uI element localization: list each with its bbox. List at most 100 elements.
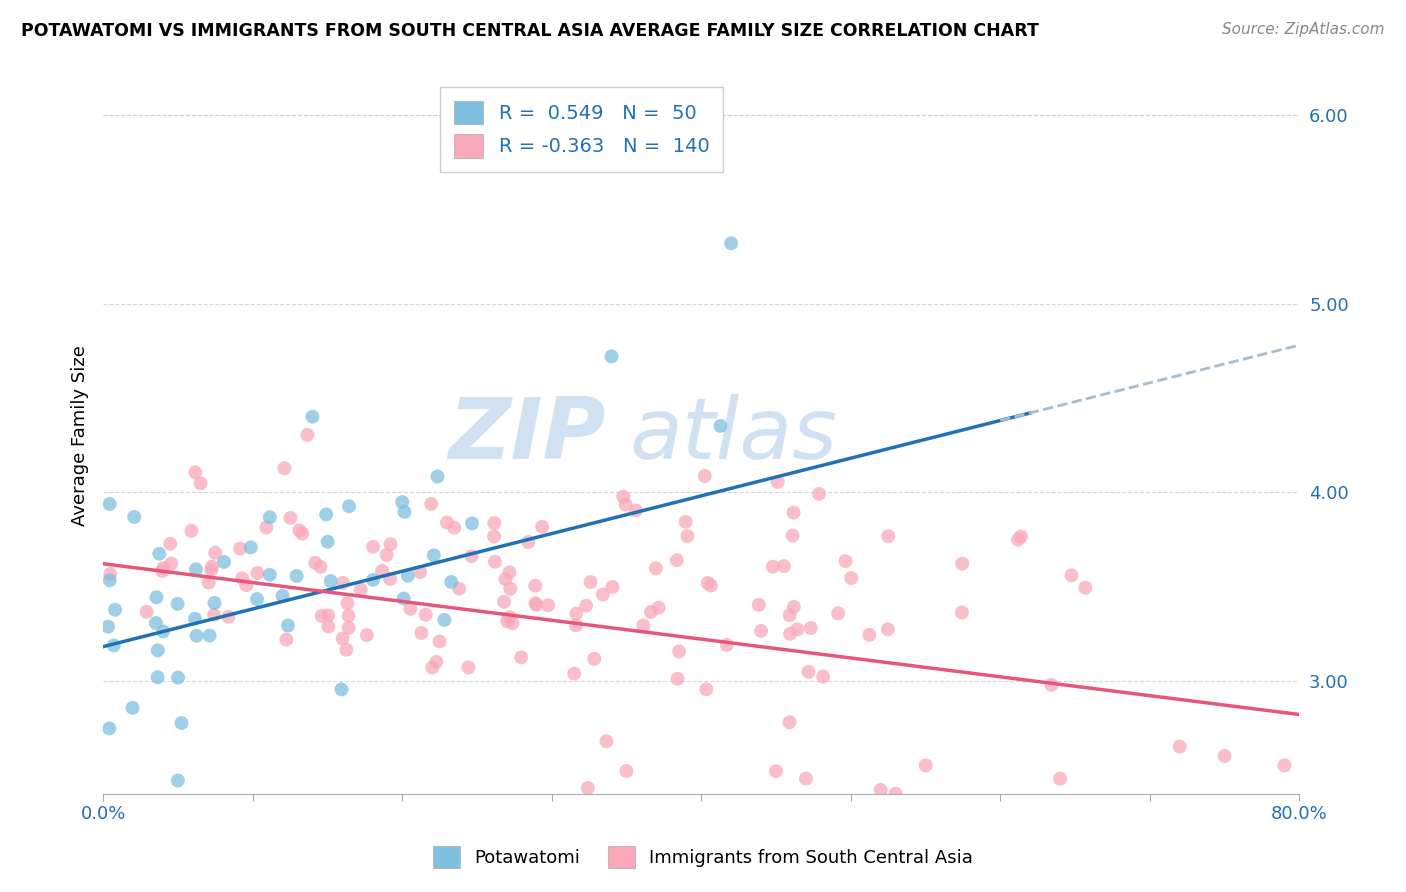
Point xyxy=(524,598,547,612)
Point xyxy=(429,634,451,648)
Point xyxy=(98,497,121,511)
Point xyxy=(235,578,257,592)
Point xyxy=(666,672,689,686)
Point xyxy=(1060,568,1083,582)
Text: Source: ZipAtlas.com: Source: ZipAtlas.com xyxy=(1222,22,1385,37)
Point xyxy=(531,520,554,534)
Point xyxy=(273,461,295,475)
Point xyxy=(749,624,772,638)
Point xyxy=(184,562,207,576)
Point xyxy=(103,639,125,653)
Point xyxy=(720,236,742,251)
Point xyxy=(839,571,862,585)
Point xyxy=(877,529,900,543)
Point xyxy=(709,419,731,434)
Point xyxy=(1074,581,1097,595)
Point xyxy=(592,588,614,602)
Point xyxy=(716,638,738,652)
Point xyxy=(502,616,524,631)
Point xyxy=(537,599,560,613)
Point xyxy=(858,628,880,642)
Point xyxy=(332,575,354,590)
Point xyxy=(371,564,394,578)
Point xyxy=(1040,678,1063,692)
Point xyxy=(616,764,638,778)
Point xyxy=(336,596,359,610)
Point xyxy=(782,528,804,542)
Point xyxy=(579,575,602,590)
Point xyxy=(285,569,308,583)
Point xyxy=(665,553,688,567)
Point xyxy=(783,599,806,614)
Point xyxy=(316,608,339,623)
Point xyxy=(779,715,801,730)
Point xyxy=(950,606,973,620)
Point xyxy=(198,629,221,643)
Point xyxy=(170,716,193,731)
Point xyxy=(218,610,240,624)
Point xyxy=(565,618,588,632)
Point xyxy=(337,500,360,514)
Point xyxy=(394,505,416,519)
Point xyxy=(146,670,169,684)
Point xyxy=(420,497,443,511)
Point xyxy=(204,596,226,610)
Point xyxy=(121,701,143,715)
Point xyxy=(440,574,463,589)
Point xyxy=(288,524,311,538)
Point xyxy=(595,734,617,748)
Point xyxy=(337,621,360,635)
Point xyxy=(423,549,446,563)
Point xyxy=(510,650,533,665)
Point xyxy=(254,520,277,534)
Point xyxy=(159,537,181,551)
Point xyxy=(184,612,207,626)
Point xyxy=(765,764,787,778)
Point xyxy=(443,521,465,535)
Point xyxy=(200,563,222,577)
Point xyxy=(184,465,207,479)
Point xyxy=(700,578,723,592)
Point xyxy=(436,516,458,530)
Point xyxy=(420,660,443,674)
Point xyxy=(246,592,269,607)
Point xyxy=(482,529,505,543)
Point xyxy=(695,682,717,697)
Point xyxy=(212,555,235,569)
Point xyxy=(562,666,585,681)
Point xyxy=(375,548,398,562)
Point xyxy=(773,559,796,574)
Point xyxy=(259,567,281,582)
Point xyxy=(318,619,340,633)
Point xyxy=(197,575,219,590)
Point xyxy=(152,561,174,575)
Point xyxy=(167,671,190,685)
Point xyxy=(496,614,519,628)
Text: atlas: atlas xyxy=(630,394,838,477)
Text: POTAWATOMI VS IMMIGRANTS FROM SOUTH CENTRAL ASIA AVERAGE FAMILY SIZE CORRELATION: POTAWATOMI VS IMMIGRANTS FROM SOUTH CENT… xyxy=(21,22,1039,40)
Point xyxy=(425,655,447,669)
Point xyxy=(229,541,252,556)
Point xyxy=(499,610,522,624)
Point xyxy=(166,597,188,611)
Point xyxy=(869,783,891,797)
Point xyxy=(696,575,718,590)
Point xyxy=(104,603,127,617)
Point xyxy=(1168,739,1191,754)
Point xyxy=(97,619,120,633)
Point xyxy=(668,644,690,658)
Point xyxy=(834,554,856,568)
Point xyxy=(186,629,208,643)
Point xyxy=(98,566,121,581)
Point xyxy=(647,600,669,615)
Point xyxy=(350,582,373,597)
Point xyxy=(271,589,294,603)
Point xyxy=(1213,749,1236,764)
Point xyxy=(392,591,415,606)
Point xyxy=(614,498,637,512)
Point xyxy=(361,540,384,554)
Point xyxy=(748,598,770,612)
Point xyxy=(380,537,402,551)
Point xyxy=(914,758,936,772)
Point xyxy=(449,582,471,596)
